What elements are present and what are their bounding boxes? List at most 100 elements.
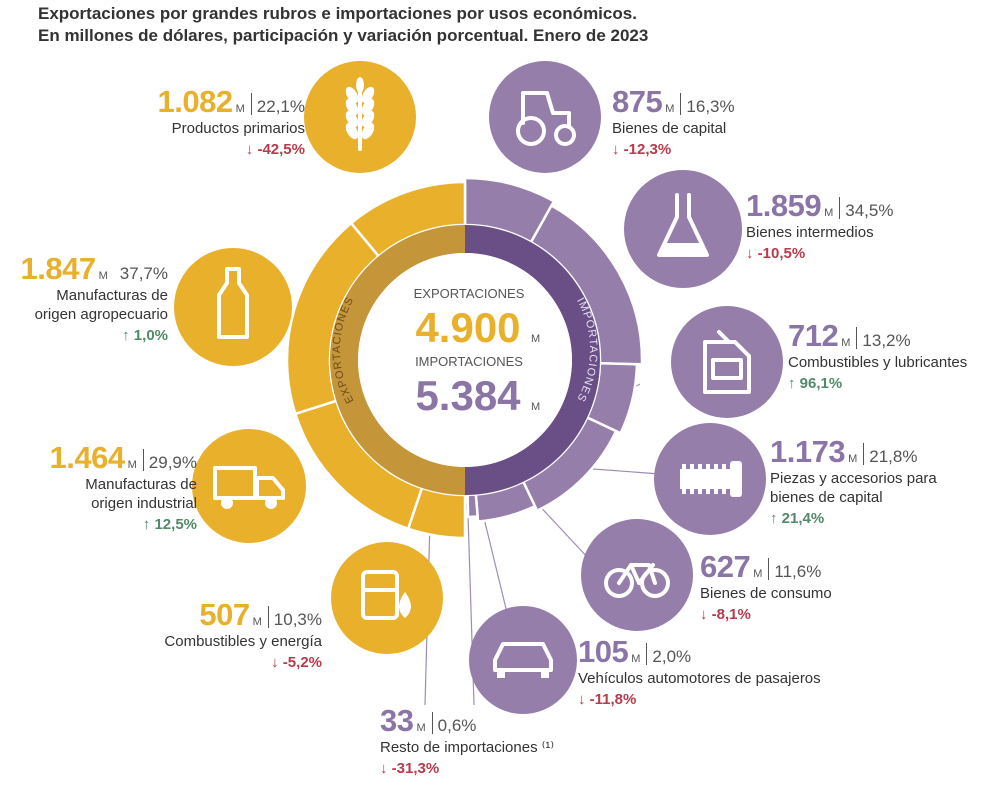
import-change: ↓ -11,8% [578, 691, 637, 708]
import-label: Combustibles y lubricantes [788, 353, 967, 372]
export-value: 507 [199, 597, 250, 632]
export-value: 1.847 [20, 251, 97, 286]
chart-title-line-1: Exportaciones por grandes rubros e impor… [38, 4, 637, 23]
export-item-combustibles-energia: 507 M 10,3% Combustibles y energía ↓ -5,2% [164, 599, 322, 671]
import-label-line: Bienes de capital [612, 120, 727, 137]
export-unit: M [235, 103, 245, 115]
import-label: Bienes intermedios [746, 223, 893, 242]
export-change: ↑ 1,0% [122, 327, 168, 344]
import-share: 11,6% [774, 562, 822, 581]
center-imports-value: 5.384 [415, 372, 521, 419]
wheat-icon [304, 61, 416, 173]
import-value: 33 [380, 703, 414, 738]
separator [646, 643, 648, 665]
import-label: Vehículos automotores de pasajeros [578, 669, 821, 688]
import-label: Resto de importaciones ⁽¹⁾ [380, 738, 554, 757]
import-change: ↑ 21,4% [770, 510, 825, 527]
import-unit: M [841, 337, 851, 349]
import-label: Bienes de consumo [700, 584, 832, 603]
import-item-bienes-consumo: 627 M 11,6% Bienes de consumo ↓ -8,1% [700, 551, 832, 623]
donut-hole [358, 253, 572, 467]
center-exports-unit: M [531, 333, 540, 345]
separator [250, 93, 252, 115]
import-unit: M [753, 568, 763, 580]
export-change: ↑ 12,5% [142, 516, 197, 533]
import-item-bienes-capital: 875 M 16,3% Bienes de capital ↓ -12,3% [612, 86, 735, 158]
exports-inner-ring [330, 225, 465, 495]
export-label: Combustibles y energía [164, 632, 322, 651]
import-value: 105 [578, 634, 629, 669]
donut-center: EXPORTACIONES 4.900 M IMPORTACIONES 5.38… [414, 286, 541, 419]
export-item-moa: 1.847 M 37,7% Manufacturas de origen agrope… [21, 253, 168, 344]
separator [856, 327, 858, 349]
import-label: Bienes de capital [612, 119, 735, 138]
import-item-piezas-accesorios: 1.173 M 21,8% Piezas y accesorios para bien… [770, 436, 937, 527]
import-slice-6 [466, 493, 479, 519]
center-imports-label: IMPORTACIONES [415, 354, 523, 369]
export-label-line: Manufacturas de [56, 287, 168, 304]
chart-title: Exportaciones por grandes rubros e impor… [38, 3, 938, 47]
separator [839, 197, 841, 219]
separator [768, 558, 770, 580]
bicycle-icon [581, 519, 693, 631]
center-imports-unit: M [531, 401, 540, 413]
export-label: Manufacturas de origen industrial [50, 475, 197, 513]
export-unit: M [252, 616, 262, 628]
imports-inner-ring [465, 225, 600, 495]
export-share: 29,9% [148, 453, 197, 472]
import-label-line: Resto de importaciones ⁽¹⁾ [380, 739, 555, 756]
truck-icon [192, 429, 306, 543]
export-share: 37,7% [119, 264, 168, 283]
import-share: 16,3% [686, 97, 735, 116]
tractor-icon [489, 61, 601, 173]
import-label-line: Combustibles y lubricantes [788, 354, 968, 371]
jerrycan-icon [671, 306, 783, 418]
import-value: 712 [788, 318, 839, 353]
import-value: 875 [612, 84, 663, 119]
center-exports-label: EXPORTACIONES [414, 286, 525, 301]
import-unit: M [416, 722, 426, 734]
import-change: ↑ 96,1% [788, 375, 843, 392]
center-exports-value: 4.900 [415, 304, 520, 351]
separator [267, 606, 269, 628]
import-unit: M [665, 103, 675, 115]
export-label: Manufacturas de origen agropecuario [21, 286, 168, 324]
car-icon [469, 606, 577, 714]
import-share: 2,0% [652, 647, 692, 666]
import-label-line: bienes de capital [770, 489, 883, 506]
chart-title-line-2: En millones de dólares, participación y … [38, 26, 649, 45]
import-share: 34,5% [845, 201, 894, 220]
fuel-barrel-icon [331, 542, 443, 654]
import-change: ↓ -31,3% [380, 760, 440, 777]
import-share: 0,6% [437, 716, 477, 735]
export-item-productos-primarios: 1.082 M 22,1% Productos primarios ↓ -42,5% [158, 86, 305, 158]
bottle-icon [174, 248, 292, 366]
import-item-vehiculos: 105 M 2,0% Vehículos automotores de pasaje… [578, 636, 821, 708]
separator [680, 93, 682, 115]
import-value: 1.173 [770, 434, 846, 469]
export-change: ↓ -5,2% [271, 654, 322, 671]
export-change: ↓ -42,5% [245, 141, 305, 158]
import-change: ↓ -10,5% [746, 245, 806, 262]
import-label: Piezas y accesorios para bienes de capita… [770, 469, 937, 507]
export-label-line: origen agropecuario [34, 306, 168, 323]
export-value: 1.082 [157, 84, 234, 119]
export-label-line: Combustibles y energía [164, 633, 322, 650]
export-label-line: Productos primarios [171, 120, 305, 137]
screw-icon [654, 423, 766, 535]
export-unit: M [127, 459, 137, 471]
import-value: 627 [700, 549, 751, 584]
import-change: ↓ -8,1% [700, 606, 751, 623]
import-label-line: Piezas y accesorios para [770, 470, 937, 487]
import-label-line: Bienes intermedios [746, 224, 874, 241]
import-share: 21,8% [869, 447, 918, 466]
import-item-combustibles-lubricantes: 712 M 13,2% Combustibles y lubricantes ↑ 9… [788, 320, 967, 392]
export-value: 1.464 [49, 440, 126, 475]
import-label-line: Bienes de consumo [700, 585, 832, 602]
export-label-line: origen industrial [91, 495, 197, 512]
export-label-line: Manufacturas de [85, 476, 197, 493]
import-share: 13,2% [862, 331, 911, 350]
import-item-bienes-intermedios: 1.859 M 34,5% Bienes intermedios ↓ -10,5% [746, 190, 893, 262]
separator [142, 449, 144, 471]
